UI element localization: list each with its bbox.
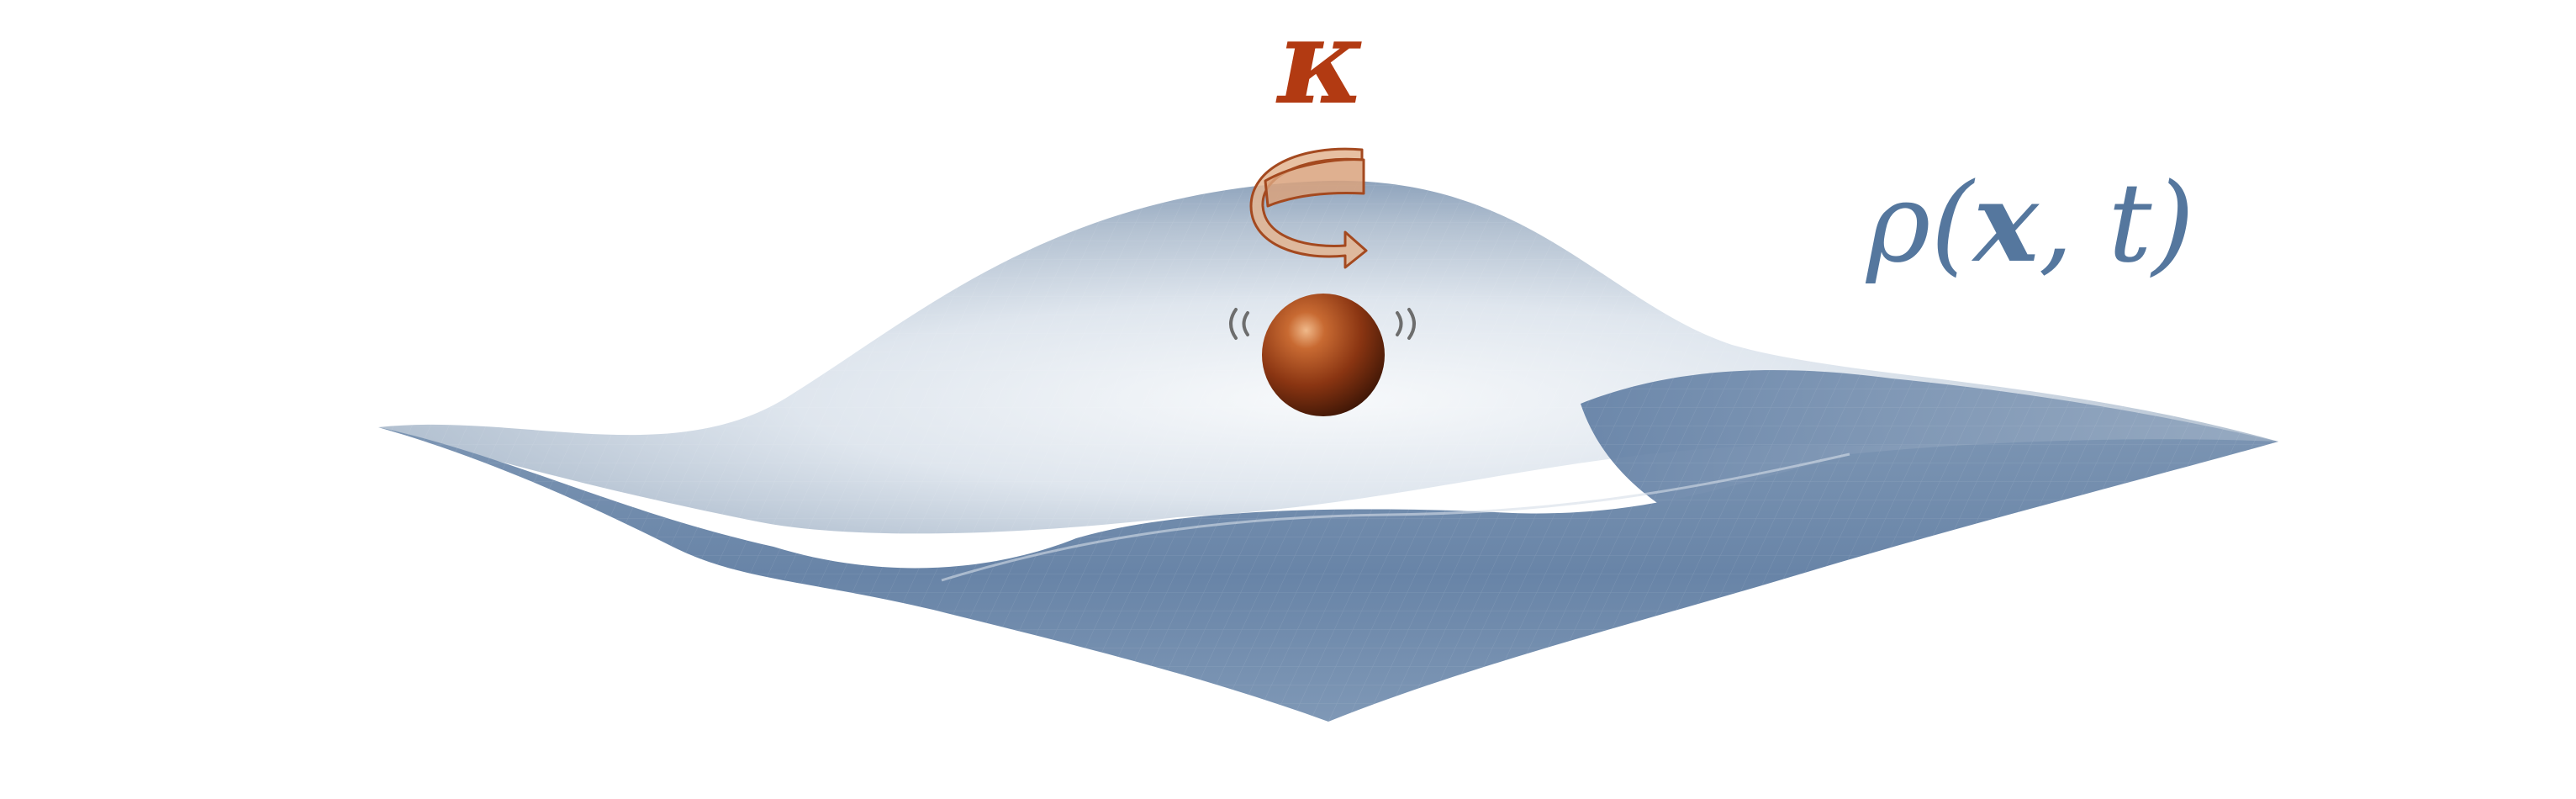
surface-mesh [378,180,2278,722]
particle-sphere [1262,294,1385,416]
vibration-arcs-icon [1229,308,1416,340]
density-label: ρ(x, t) [1865,158,2194,287]
curved-arrow-icon [1249,147,1368,269]
kappa-label: κ [1275,0,1366,131]
